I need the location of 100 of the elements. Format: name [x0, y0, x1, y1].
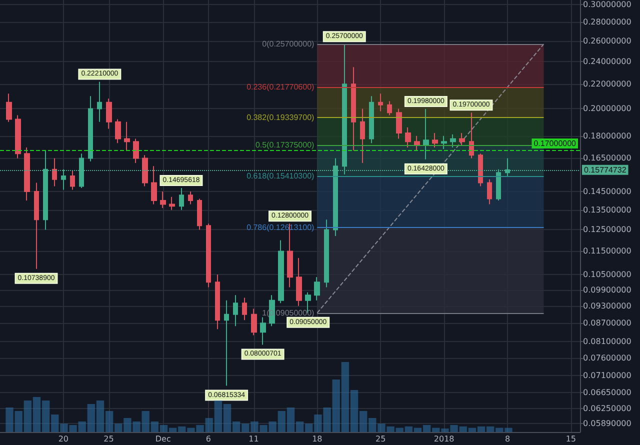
y-tick-label: 0.14500000: [583, 187, 632, 196]
bar: [168, 428, 176, 432]
y-tick-label: 0.10500000: [583, 270, 632, 280]
candlestick: [469, 112, 474, 159]
y-tick-label: 0.09300000: [583, 301, 632, 310]
y-tick-label: 0.08700000: [583, 318, 632, 328]
candlestick: [179, 187, 184, 210]
candlestick: [133, 138, 139, 164]
candlestick: [441, 135, 447, 150]
y-tick-label: 0.28000000: [583, 18, 632, 27]
bar: [440, 428, 448, 432]
candlestick: [6, 93, 12, 122]
x-tick-label: 25: [104, 434, 114, 444]
candlestick: [206, 223, 211, 288]
bar: [196, 425, 204, 432]
bar: [68, 425, 76, 432]
bar: [60, 424, 68, 432]
bar: [332, 380, 340, 432]
y-tick-label: 0.22000000: [583, 80, 632, 89]
y-tick-label: 0.12500000: [583, 225, 632, 234]
y-tick-label: 0.08100000: [583, 336, 632, 346]
bar: [50, 414, 58, 432]
candlestick: [24, 147, 30, 202]
candlestick: [242, 297, 247, 321]
bar: [359, 411, 367, 432]
bar: [504, 428, 512, 432]
bar: [322, 408, 330, 432]
y-tick-label: 0.11500000: [583, 246, 632, 256]
y-tick-label: 0.26000000: [583, 36, 632, 46]
candlestick: [296, 258, 302, 306]
ref-line-label: 0.17000000: [534, 139, 577, 148]
bar: [14, 411, 22, 432]
candlestick: [88, 96, 93, 162]
candlestick: [423, 108, 429, 160]
candlestick: [387, 100, 392, 116]
bar: [141, 411, 149, 432]
bar: [468, 428, 476, 432]
candlestick: [450, 134, 456, 148]
bar: [42, 400, 50, 432]
y-tick-label: 0.07600000: [583, 353, 632, 362]
candlestick: [324, 219, 329, 288]
bar: [432, 428, 440, 432]
bar: [296, 422, 304, 432]
bar: [123, 418, 131, 432]
x-tick-label: 25: [376, 434, 386, 444]
candlestick: [233, 294, 238, 327]
ref-line-label: 0.15774732: [584, 165, 627, 174]
candlestick: [478, 153, 483, 187]
candlestick: [124, 121, 130, 152]
y-tick-label: 0.13500000: [583, 205, 632, 214]
bar: [404, 426, 412, 432]
bar: [23, 400, 32, 432]
bar: [86, 404, 95, 432]
bar: [186, 428, 194, 432]
y-tick-label: 0.07100000: [583, 370, 632, 380]
candlestick: [260, 316, 266, 346]
candlestick: [34, 182, 39, 270]
bar: [250, 422, 258, 432]
x-tick-label: 2018: [434, 434, 454, 444]
bar: [105, 411, 113, 432]
bar: [277, 411, 286, 432]
bar: [458, 426, 466, 432]
candlestick: [151, 166, 157, 205]
y-tick-label: 0.24000000: [583, 57, 632, 66]
candlestick: [61, 168, 66, 190]
candlestick: [459, 132, 465, 147]
y-tick-label: 0.16500000: [583, 154, 632, 163]
candlestick: [70, 170, 75, 190]
candlestick: [405, 126, 411, 148]
candlestick: [278, 240, 284, 304]
bar: [450, 425, 458, 432]
candlestick: [496, 168, 501, 202]
y-tick-label: 0.20000000: [583, 104, 632, 114]
candlestick: [351, 66, 356, 152]
y-tick-label: 0.06250000: [583, 404, 632, 413]
bar: [422, 425, 430, 432]
candlestick: [79, 153, 84, 188]
candlestick: [487, 178, 492, 205]
bar: [377, 424, 385, 432]
candlestick: [15, 114, 21, 159]
candlestick: [115, 118, 121, 144]
candlestick: [169, 196, 175, 210]
candlestick: [224, 300, 229, 386]
x-tick-label: 11: [248, 434, 259, 444]
bar: [259, 425, 267, 432]
bar: [96, 400, 104, 432]
candlestick: [251, 308, 257, 336]
bar: [314, 414, 322, 432]
bar: [241, 424, 249, 432]
bar: [114, 424, 122, 432]
bar: [368, 418, 376, 432]
bar: [222, 404, 231, 432]
bar: [159, 425, 168, 432]
x-tick-label: 15: [566, 434, 576, 444]
bar: [395, 428, 403, 432]
bar: [232, 422, 240, 432]
bar: [32, 397, 40, 432]
y-tick-label: 0.09900000: [583, 285, 632, 294]
bar: [5, 408, 13, 432]
bar: [495, 428, 503, 432]
